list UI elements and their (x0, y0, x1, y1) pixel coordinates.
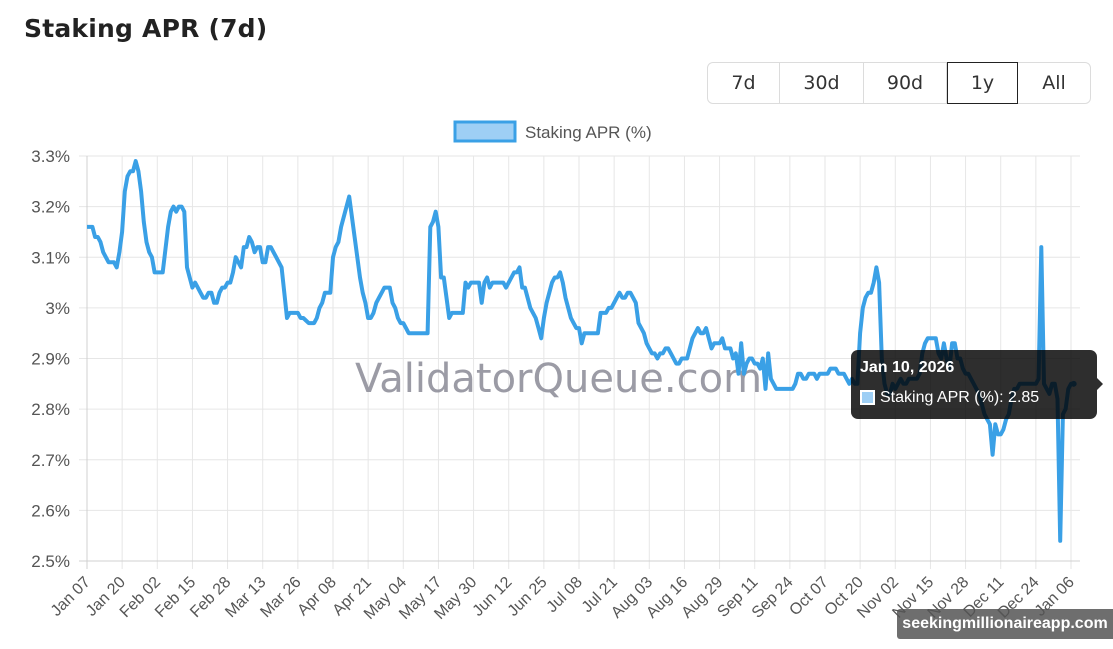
watermark-seekingmillionaire: seekingmillionaireapp.com (897, 609, 1113, 639)
x-tick-label: Apr 08 (294, 574, 339, 619)
y-tick-label: 2.8% (31, 400, 70, 419)
range-selector: 7d 30d 90d 1y All (707, 62, 1091, 104)
y-tick-label: 3.3% (31, 147, 70, 166)
range-button-7d[interactable]: 7d (708, 63, 780, 103)
chart-tooltip: Jan 10, 2026 Staking APR (%): 2.85 (851, 350, 1103, 419)
y-tick-label: 3% (45, 299, 70, 318)
chart-legend[interactable]: Staking APR (%) (453, 120, 652, 143)
y-tick-label: 2.9% (31, 350, 70, 369)
page-title: Staking APR (7d) (24, 14, 268, 43)
x-tick-label: Oct 07 (786, 574, 831, 619)
range-button-90d[interactable]: 90d (864, 63, 947, 103)
y-tick-label: 3.1% (31, 248, 70, 267)
tooltip-value: Staking APR (%): 2.85 (880, 389, 1040, 406)
x-tick-label: Jul 08 (544, 574, 586, 616)
x-tick-label: Jun 25 (505, 574, 551, 620)
tooltip-swatch (860, 390, 875, 405)
range-button-30d[interactable]: 30d (780, 63, 864, 103)
range-button-all[interactable]: All (1018, 63, 1090, 103)
legend-label: Staking APR (%) (525, 123, 652, 142)
y-tick-label: 3.2% (31, 198, 70, 217)
legend-swatch (453, 120, 517, 143)
y-tick-label: 2.5% (31, 552, 70, 571)
range-button-1y[interactable]: 1y (947, 62, 1018, 104)
tooltip-date: Jan 10, 2026 (860, 359, 955, 376)
tooltip-caret (1097, 378, 1103, 390)
watermark-validatorqueue: ValidatorQueue.com (355, 356, 762, 402)
y-tick-label: 2.6% (31, 501, 70, 520)
y-tick-label: 2.7% (31, 451, 70, 470)
y-axis-ticks: 3.3% 3.2% 3.1% 3% 2.9% 2.8% 2.7% 2.6% 2.5% (31, 147, 70, 571)
